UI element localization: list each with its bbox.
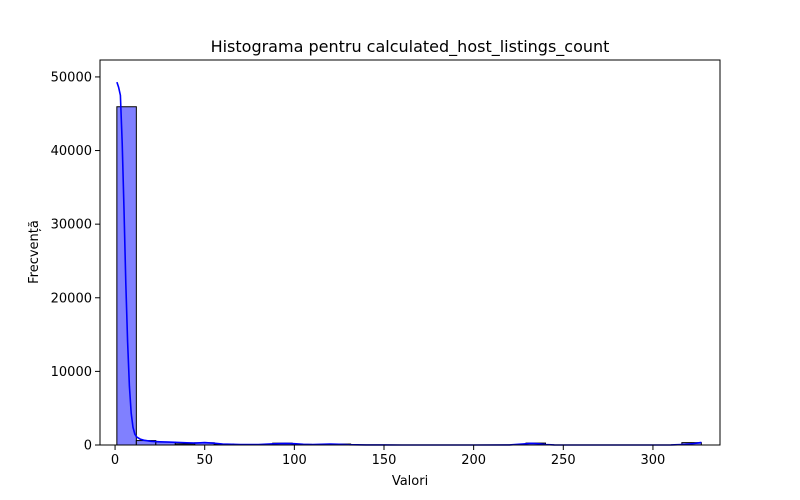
kde-curve-layer (116, 81, 702, 446)
histogram-bars (116, 106, 702, 446)
y-axis-ticks: 0 10000 20000 30000 40000 50000 (51, 70, 100, 454)
x-tick-label: 200 (461, 453, 486, 468)
y-axis-label: Frecvență (27, 220, 42, 284)
plot-frame (99, 59, 721, 446)
y-tick-label: 20000 (51, 291, 92, 306)
x-tick-label: 250 (551, 453, 576, 468)
histogram-bar (116, 106, 137, 446)
x-tick-label: 0 (111, 453, 119, 468)
chart-title: Histograma pentru calculated_host_listin… (211, 37, 610, 57)
y-tick-label: 50000 (51, 70, 92, 85)
kde-line (116, 81, 702, 446)
x-tick-label: 300 (641, 453, 666, 468)
x-tick-label: 50 (196, 453, 213, 468)
y-tick-label: 40000 (51, 144, 92, 159)
x-tick-label: 100 (282, 453, 307, 468)
x-axis-label: Valori (392, 474, 428, 489)
x-axis-ticks: 0 50 100 150 200 250 300 (111, 445, 665, 468)
y-tick-label: 10000 (51, 365, 92, 380)
y-tick-label: 0 (84, 439, 92, 454)
x-tick-label: 150 (372, 453, 397, 468)
y-tick-label: 30000 (51, 218, 92, 233)
